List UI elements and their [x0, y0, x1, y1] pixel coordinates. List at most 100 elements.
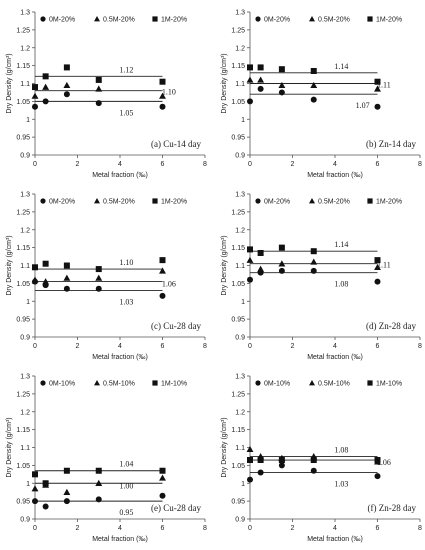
legend-label: 1M-20%: [161, 17, 187, 24]
panel-caption: (c) Cu-28 day: [151, 321, 201, 331]
x-tick-label: 2: [291, 525, 295, 532]
fit-value-label: 1.05: [119, 108, 133, 117]
y-tick-label: 1.3: [20, 374, 30, 381]
y-tick-label: 1.3: [235, 10, 245, 17]
data-point-square: [32, 471, 38, 478]
data-point-square: [63, 467, 70, 474]
data-point-triangle: [159, 267, 166, 274]
x-tick-label: 4: [118, 161, 122, 168]
panel-caption: (f) Zn-28 day: [368, 503, 417, 513]
y-tick-label: 1.2: [20, 45, 30, 52]
y-tick-label: 1.15: [16, 245, 30, 252]
data-point-circle: [63, 285, 70, 292]
legend-label: 0.5M-20%: [318, 17, 350, 24]
y-axis-title: Dry Density (g/cm³): [6, 417, 13, 477]
data-point-square: [42, 480, 49, 487]
data-point-circle: [310, 96, 317, 103]
legend-label: 0M-10%: [49, 381, 75, 388]
data-point-circle: [95, 285, 102, 292]
x-axis-title: Metal fraction (‰): [307, 536, 363, 543]
data-point-square: [247, 64, 253, 71]
y-tick-label: 1.15: [16, 427, 30, 434]
legend-marker-triangle: [309, 380, 315, 386]
y-tick-label: 1.2: [235, 409, 245, 416]
y-axis-title: Dry Density (g/cm³): [6, 53, 13, 113]
y-tick-label: 1.15: [231, 245, 245, 252]
y-tick-label: 0.95: [16, 499, 30, 506]
legend-label: 1M-20%: [376, 199, 402, 206]
data-point-triangle: [246, 256, 254, 263]
x-tick-label: 6: [376, 343, 380, 350]
data-point-square: [159, 257, 166, 264]
x-tick-label: 8: [203, 525, 207, 532]
legend-marker-triangle: [309, 198, 315, 204]
fit-value-label: 1.14: [334, 62, 348, 71]
y-tick-label: 1.3: [235, 374, 245, 381]
data-point-triangle: [95, 274, 103, 281]
y-tick-label: 1.2: [20, 409, 30, 416]
data-point-triangle: [374, 263, 381, 271]
x-tick-label: 6: [376, 525, 380, 532]
y-axis-title: Dry Density (g/cm³): [221, 417, 228, 477]
data-point-triangle: [159, 92, 166, 99]
fit-value-label: 1.03: [334, 480, 348, 489]
y-tick-label: 1.25: [16, 391, 30, 398]
y-tick-label: 1: [26, 299, 30, 306]
fit-value-label: 1.11: [377, 81, 391, 90]
x-tick-label: 2: [76, 161, 80, 168]
y-tick-label: 1: [241, 117, 245, 124]
data-point-square: [159, 467, 166, 474]
data-point-triangle: [31, 485, 39, 492]
x-tick-label: 6: [161, 525, 165, 532]
chart-panel-1: 0.9 0.95 1 1.05 1.1 1.15 1.2 1.25 1.3 0 2 4 6 8 Metal …: [6, 10, 207, 180]
y-tick-label: 1.05: [16, 281, 30, 288]
y-tick-label: 1.1: [20, 263, 30, 270]
data-point-triangle: [278, 260, 286, 267]
legend-label: 0.5M-20%: [103, 199, 135, 206]
x-tick-label: 2: [291, 343, 295, 350]
x-tick-label: 4: [118, 343, 122, 350]
y-tick-label: 1.1: [235, 445, 245, 452]
x-tick-label: 8: [418, 343, 422, 350]
legend-label: 0M-20%: [49, 17, 75, 24]
x-tick-label: 4: [333, 161, 337, 168]
data-point-square: [310, 67, 317, 74]
y-tick-label: 0.95: [16, 317, 30, 324]
data-point-triangle: [310, 81, 318, 89]
y-tick-label: 1.3: [235, 192, 245, 199]
data-point-circle: [95, 100, 102, 107]
y-tick-label: 1.1: [20, 81, 30, 88]
data-point-triangle: [257, 76, 265, 83]
y-tick-label: 1.1: [20, 445, 30, 452]
x-tick-label: 2: [76, 343, 80, 350]
y-axis-title: Dry Density (g/cm³): [221, 235, 228, 295]
data-point-square: [278, 244, 285, 251]
data-point-triangle: [246, 445, 254, 453]
y-tick-label: 1.3: [20, 10, 30, 17]
data-point-circle: [310, 467, 317, 474]
data-point-circle: [278, 267, 285, 274]
legend-label: 0M-10%: [264, 381, 290, 388]
x-tick-label: 8: [203, 161, 207, 168]
data-point-circle: [63, 91, 70, 98]
legend-label: 1M-10%: [376, 381, 402, 388]
data-point-triangle: [95, 479, 103, 487]
chart-panel-6: 0.9 0.95 1 1.05 1.1 1.15 1.2 1.25 1.3 0 2 4 6 8 Metal …: [221, 374, 422, 544]
legend-label: 0.5M-20%: [103, 17, 135, 24]
fit-value-label: 1.04: [119, 460, 133, 469]
chart-panel-3: 0.9 0.95 1 1.05 1.1 1.15 1.2 1.25 1.3 0 2 4 6 8 Metal …: [6, 192, 207, 362]
data-point-triangle: [257, 265, 265, 272]
y-tick-label: 1.25: [16, 27, 30, 34]
x-axis-title: Metal fraction (‰): [92, 172, 148, 179]
x-tick-label: 4: [333, 343, 337, 350]
data-point-circle: [42, 98, 49, 105]
legend-marker-square: [152, 198, 158, 204]
data-point-square: [310, 457, 317, 464]
data-point-triangle: [63, 488, 71, 495]
fit-value-label: 1.11: [377, 261, 391, 270]
y-tick-label: 1.05: [231, 281, 245, 288]
legend-marker-triangle: [94, 198, 100, 204]
fit-value-label: 0.95: [119, 508, 133, 517]
legend-marker-circle: [255, 16, 261, 22]
